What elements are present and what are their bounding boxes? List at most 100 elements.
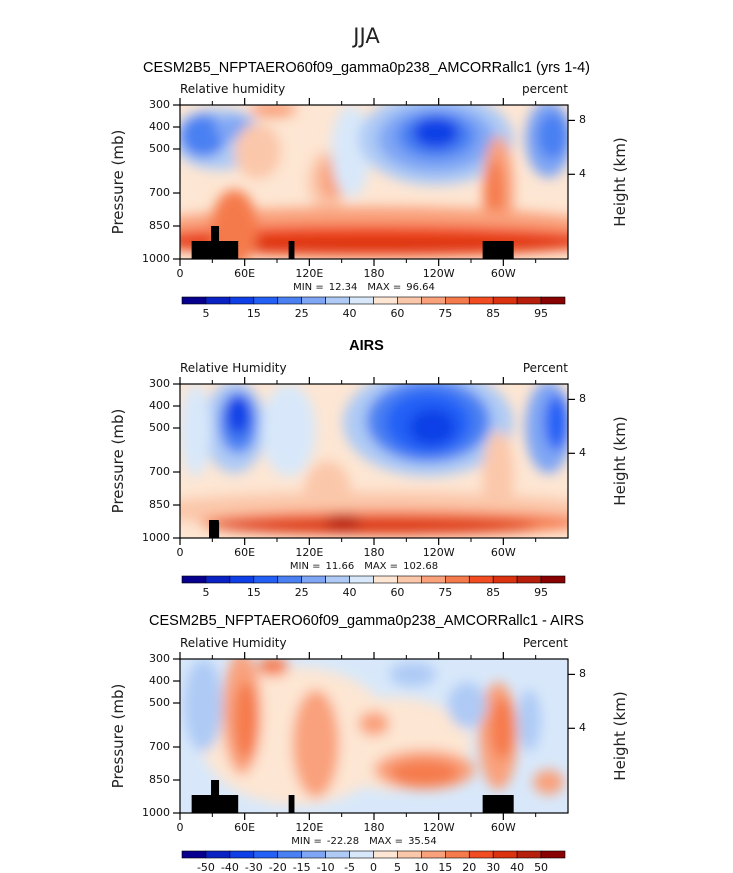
x-tick-label: 120W [422,267,455,280]
panel-title: CESM2B5_NFPTAERO60f09_gamma0p238_AMCORRa… [149,613,584,629]
min-max-min-label: MIN = [289,561,321,572]
x-tick-label: 120E [295,546,324,559]
colorbar-label: -15 [292,861,311,873]
y-tick-label: 300 [149,377,170,390]
x-tick-label: 120E [295,821,324,834]
contour-fills [183,659,565,806]
x-tick-label: 180 [363,821,385,834]
x-tick-label: 0 [176,546,184,559]
units-label: percent [522,82,568,96]
contour-region [389,662,437,687]
terrain-mask [209,522,220,538]
y-tick-label: 500 [149,421,170,434]
min-max-max: 96.64 [406,282,435,293]
colorbar-label: 0 [370,861,377,873]
y-tick-label: 700 [149,186,170,199]
contour-region [226,394,250,435]
colorbar-label: 5 [202,586,210,599]
colorbar-swatch [253,575,279,584]
colorbar-swatch [301,850,326,859]
x-tick-label: 60W [490,821,516,834]
colorbar-label: -40 [220,861,239,873]
colorbar-swatch [181,575,207,584]
terrain-mask [211,226,220,259]
field-label: Relative Humidity [180,361,287,375]
panel-title: AIRS [349,338,384,354]
contour-region [323,514,363,531]
colorbar-label: 85 [486,586,501,599]
min-max-max-label: MAX = [367,282,402,293]
y-tick-label: 700 [149,740,170,753]
colorbar-swatch [229,296,255,305]
colorbar-swatch [181,296,207,305]
contour-region [389,760,460,786]
colorbar-label: 60 [390,307,405,320]
units-label: Percent [522,636,568,650]
colorbar-swatch [492,575,518,584]
contour-field [180,105,568,259]
colorbar-swatch [277,296,302,305]
colorbar-swatch [445,575,470,584]
y-axis-title: Pressure (mb) [109,129,127,235]
x-tick-label: 120E [295,267,324,280]
y2-axis-title: Height (km) [611,416,629,506]
y2-tick-label: 4 [579,721,586,735]
contour-region [490,697,514,760]
x-tick-label: 60W [490,546,516,559]
y-axis-title: Pressure (mb) [109,408,127,514]
colorbar-swatch [373,850,398,859]
colorbar-swatch [421,850,446,859]
y2-tick-label: 8 [579,667,586,681]
colorbar-label: 95 [534,586,549,599]
colorbar-swatch [516,850,542,859]
contour-region [211,517,537,534]
colorbar-label: 25 [294,307,309,320]
y2-tick-label: 4 [579,167,586,181]
y-tick-label: 850 [149,498,170,511]
y2-tick-label: 8 [579,113,586,127]
colorbar-label: 75 [438,307,453,320]
y-tick-label: 850 [149,773,170,786]
y-tick-label: 300 [149,652,170,665]
colorbar-swatch [325,296,350,305]
colorbar-swatch [205,296,231,305]
colorbar-swatch [445,296,470,305]
colorbar-swatch [277,575,302,584]
min-max-max: 102.68 [403,561,439,572]
contour-region [412,117,460,149]
terrain-mask [211,780,220,813]
contour-region [358,711,390,736]
y-tick-label: 700 [149,465,170,478]
min-max-max-label: MAX = [364,561,399,572]
colorbar-label: 40 [342,586,357,599]
terrain-mask [288,241,295,259]
terrain-mask [482,241,514,259]
contour-region [536,112,568,159]
colorbar-label: 60 [390,586,405,599]
colorbar-swatch [468,575,494,584]
colorbar-swatch [397,575,422,584]
contour-region [331,105,371,198]
colorbar-label: 40 [510,861,525,873]
colorbar-label: -10 [316,861,335,873]
y-tick-label: 300 [149,98,170,111]
panel-title: CESM2B5_NFPTAERO60f09_gamma0p238_AMCORRa… [143,60,590,76]
min-max-min-label: MIN = [291,836,322,847]
colorbar-label: 75 [438,586,453,599]
colorbar-swatch [492,850,518,859]
colorbar-swatch [397,850,422,859]
contour-region [257,659,289,676]
colorbar-label: 40 [342,307,357,320]
colorbar-swatch [181,850,207,859]
min-max-label: MIN = 12.34 MAX = 96.64 [0,282,733,293]
colorbar-swatch [253,850,279,859]
colorbar-swatch [373,575,398,584]
y-tick-label: 1000 [142,531,170,544]
min-max-label: MIN = 11.66 MAX = 102.68 [0,561,733,572]
colorbar-label: 5 [393,861,401,873]
colorbar-swatch [349,296,374,305]
colorbar-label: 85 [486,307,501,320]
x-tick-label: 180 [363,546,385,559]
contour-region [292,689,340,798]
